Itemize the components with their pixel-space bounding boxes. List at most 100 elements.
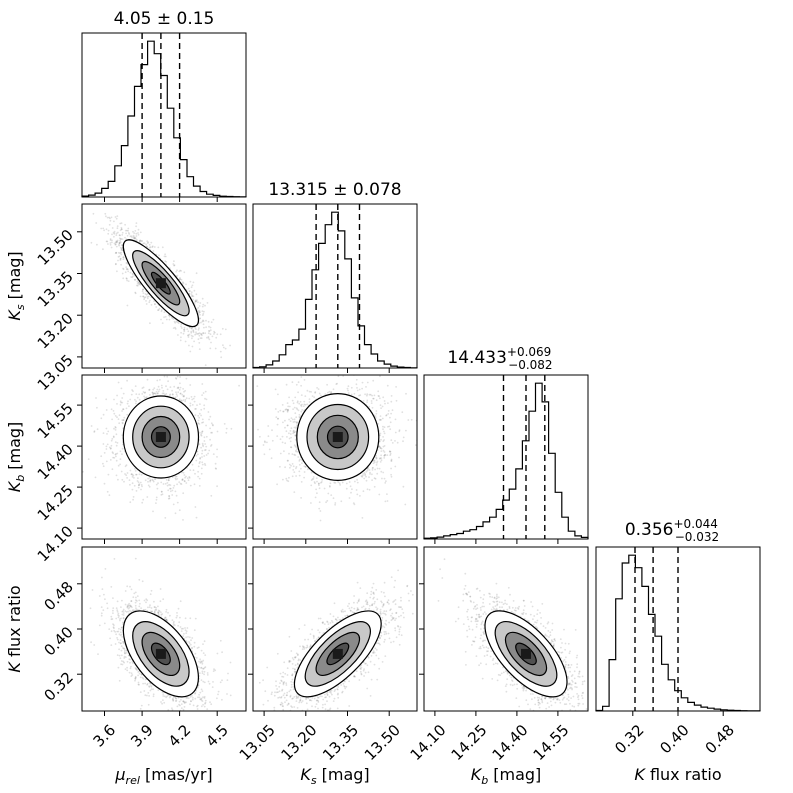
scatter-point bbox=[132, 496, 135, 498]
scatter-point bbox=[204, 332, 207, 335]
scatter-point bbox=[121, 478, 124, 481]
scatter-point bbox=[141, 393, 144, 395]
scatter-point bbox=[116, 227, 119, 230]
scatter-point bbox=[146, 378, 149, 381]
scatter-point bbox=[196, 404, 198, 406]
scatter-point bbox=[176, 375, 179, 378]
scatter-point bbox=[196, 333, 199, 335]
scatter-point bbox=[190, 330, 193, 333]
scatter-point bbox=[140, 473, 143, 476]
scatter-point bbox=[200, 333, 203, 336]
scatter-point bbox=[105, 460, 108, 463]
scatter-point bbox=[204, 304, 206, 307]
scatter-point bbox=[169, 487, 171, 490]
scatter-point bbox=[114, 263, 117, 266]
scatter-point bbox=[279, 465, 281, 468]
scatter-point bbox=[205, 435, 208, 438]
scatter-point bbox=[156, 379, 159, 382]
scatter-point bbox=[190, 334, 193, 337]
scatter-point bbox=[167, 477, 170, 480]
scatter-point bbox=[120, 226, 123, 229]
scatter-point bbox=[130, 393, 133, 396]
scatter-point bbox=[136, 284, 139, 287]
scatter-point bbox=[189, 350, 192, 353]
scatter-point bbox=[175, 377, 177, 379]
scatter-point bbox=[113, 456, 116, 459]
scatter-point bbox=[152, 388, 155, 391]
scatter-point bbox=[197, 301, 199, 304]
scatter-point bbox=[178, 481, 181, 483]
scatter-point bbox=[125, 407, 128, 410]
scatter-point bbox=[149, 394, 151, 396]
scatter-point bbox=[96, 243, 98, 246]
scatter-point bbox=[199, 457, 202, 460]
scatter-point bbox=[153, 392, 155, 395]
scatter-point bbox=[120, 249, 123, 251]
scatter-point bbox=[118, 242, 121, 245]
scatter-point bbox=[118, 422, 121, 425]
scatter-point bbox=[198, 423, 201, 425]
scatter-point bbox=[102, 413, 105, 416]
scatter-point bbox=[259, 435, 261, 438]
scatter-point bbox=[136, 239, 138, 241]
scatter-point bbox=[160, 481, 163, 484]
scatter-point bbox=[180, 400, 183, 402]
scatter-point bbox=[208, 449, 211, 452]
scatter-point bbox=[134, 279, 137, 281]
scatter-point bbox=[127, 229, 130, 232]
scatter-point bbox=[201, 305, 204, 308]
scatter-point bbox=[121, 249, 124, 252]
scatter-point bbox=[118, 234, 121, 237]
scatter-point bbox=[187, 334, 189, 337]
scatter-point bbox=[131, 389, 134, 391]
scatter-point bbox=[160, 310, 163, 313]
scatter-point bbox=[106, 216, 109, 219]
scatter-point bbox=[355, 358, 357, 360]
scatter-point bbox=[107, 243, 109, 245]
scatter-point bbox=[113, 398, 115, 401]
scatter-point bbox=[326, 383, 328, 386]
scatter-point bbox=[141, 387, 144, 389]
scatter-point bbox=[210, 341, 212, 344]
scatter-point bbox=[194, 414, 197, 416]
scatter-point bbox=[114, 426, 117, 428]
scatter-point bbox=[257, 428, 259, 431]
scatter-point bbox=[203, 440, 206, 442]
scatter-point bbox=[293, 491, 296, 493]
scatter-point bbox=[198, 332, 201, 334]
scatter-point bbox=[125, 277, 128, 280]
scatter-point bbox=[174, 328, 177, 330]
scatter-point bbox=[119, 463, 121, 466]
scatter-point bbox=[107, 229, 110, 232]
scatter-point bbox=[178, 388, 181, 391]
scatter-point bbox=[202, 320, 205, 322]
scatter-point bbox=[200, 472, 203, 475]
scatter-point bbox=[277, 417, 279, 420]
scatter-point bbox=[387, 425, 389, 428]
scatter-point bbox=[136, 480, 139, 482]
scatter-point bbox=[198, 317, 201, 320]
scatter-point bbox=[105, 427, 108, 430]
scatter-point bbox=[209, 326, 212, 329]
scatter-point bbox=[207, 332, 210, 335]
scatter-point bbox=[378, 397, 381, 400]
scatter-point bbox=[318, 487, 321, 490]
scatter-point bbox=[185, 283, 187, 286]
scatter-point bbox=[155, 390, 158, 393]
scatter-point bbox=[126, 234, 129, 237]
scatter-point bbox=[176, 395, 179, 397]
scatter-point bbox=[157, 482, 159, 485]
scatter-point bbox=[184, 389, 187, 392]
scatter-point bbox=[120, 228, 123, 231]
scatter-point bbox=[383, 457, 386, 459]
scatter-point bbox=[186, 477, 189, 479]
scatter-point bbox=[179, 277, 181, 279]
scatter-point bbox=[132, 474, 135, 477]
scatter-point bbox=[140, 488, 142, 491]
scatter-point bbox=[380, 457, 383, 459]
scatter-point bbox=[193, 400, 196, 403]
scatter-point bbox=[142, 295, 145, 298]
scatter-point bbox=[168, 315, 171, 318]
scatter-point bbox=[122, 408, 124, 411]
scatter-point bbox=[187, 334, 190, 337]
